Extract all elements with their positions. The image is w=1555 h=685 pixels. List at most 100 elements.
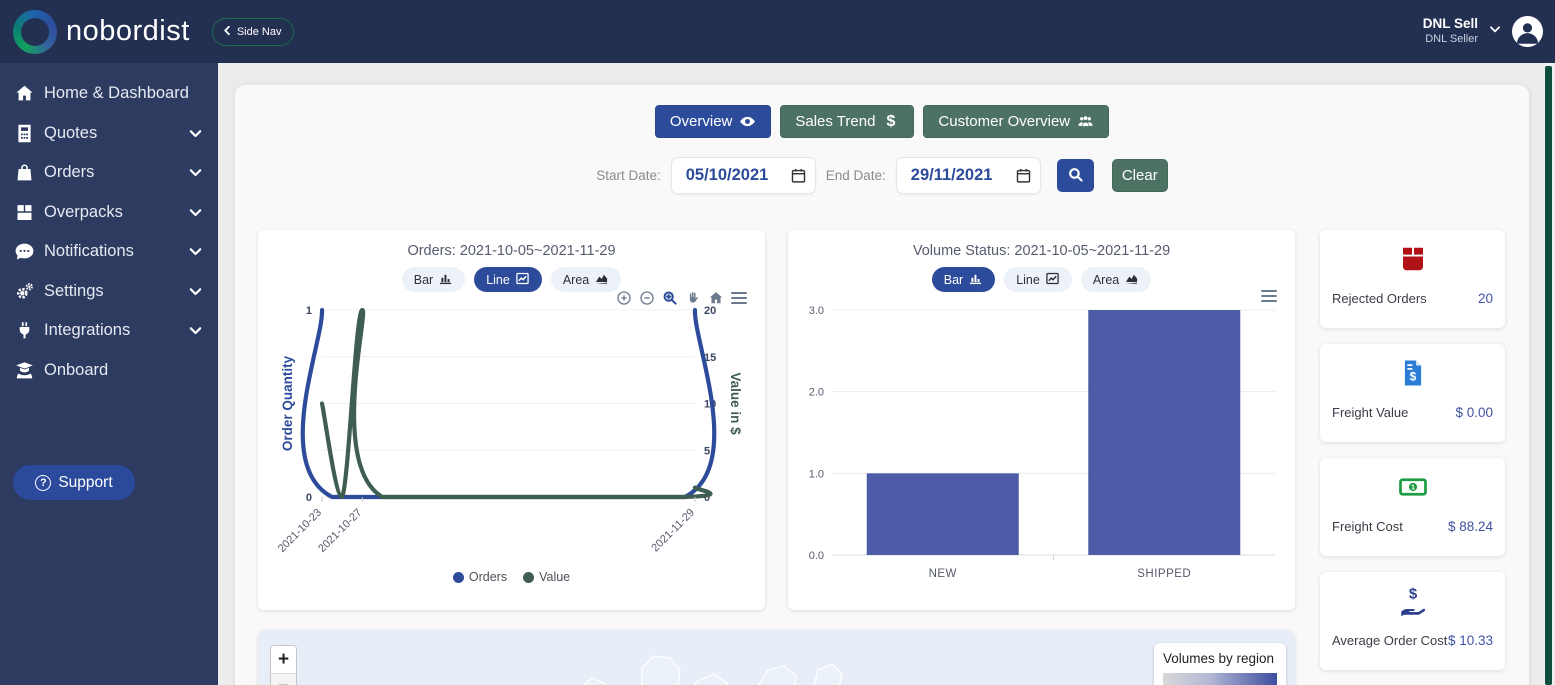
support-button[interactable]: ? Support: [13, 465, 135, 500]
line-mini-icon: [1045, 272, 1060, 288]
svg-text:20: 20: [704, 305, 716, 317]
end-date-input[interactable]: [910, 166, 1015, 185]
summary-card-label: Average Order Cost: [1332, 633, 1448, 648]
legend-dot: [523, 571, 535, 583]
area-mini-icon: [594, 272, 609, 288]
home-reset-icon[interactable]: [708, 290, 724, 306]
sidebar-item-label: Quotes: [44, 123, 98, 142]
svg-text:Order Quantity: Order Quantity: [280, 355, 295, 451]
selection-zoom-icon[interactable]: [662, 290, 678, 306]
search-button[interactable]: [1056, 159, 1094, 192]
gears-icon: [14, 281, 35, 302]
sidebar-item-quotes[interactable]: Quotes: [0, 114, 218, 154]
toggle-line[interactable]: Line: [474, 267, 542, 292]
volume-status-bar-chart: 3.0 2.0 1.0 0.0 NEW SHIPPED: [809, 305, 1275, 580]
map-zoom-in-button[interactable]: +: [271, 646, 296, 673]
user-graduate-icon: [14, 360, 35, 381]
volumes-map[interactable]: + − Volumes by region: [258, 630, 1295, 685]
sidebar-item-label: Onboard: [44, 360, 109, 379]
chevron-down-icon: [188, 126, 203, 141]
box-icon: [1320, 244, 1505, 274]
sidebar-item-integrations[interactable]: Integrations: [0, 311, 218, 351]
clear-button[interactable]: Clear: [1111, 159, 1168, 192]
sidebar-item-notifications[interactable]: Notifications: [0, 232, 218, 272]
svg-text:1: 1: [1411, 485, 1415, 492]
page-scrollbar-thumb[interactable]: [1545, 66, 1552, 685]
map-legend: Volumes by region: [1154, 643, 1286, 685]
sidebar-item-home-dashboard[interactable]: Home & Dashboard: [0, 74, 218, 114]
comment-dots-icon: [14, 241, 35, 262]
tab-overview[interactable]: Overview: [654, 105, 772, 138]
map-zoom-out-button[interactable]: −: [271, 673, 296, 685]
toggle-label: Bar: [413, 272, 434, 287]
chevron-down-icon: [188, 205, 203, 220]
tab-label: Customer Overview: [938, 113, 1071, 130]
summary-card-value: $ 88.24: [1447, 519, 1493, 534]
legend-item-orders[interactable]: Orders: [452, 570, 508, 584]
svg-text:NEW: NEW: [929, 568, 957, 580]
chevron-down-icon[interactable]: [1488, 22, 1502, 41]
toggle-bar[interactable]: Bar: [401, 267, 466, 292]
calendar-icon[interactable]: [1015, 167, 1032, 184]
toggle-label: Bar: [943, 272, 964, 287]
calculator-icon: [14, 123, 35, 144]
start-date-input[interactable]: [685, 166, 790, 185]
chart-menu-icon[interactable]: [731, 292, 747, 304]
sidebar-item-overpacks[interactable]: Overpacks: [0, 193, 218, 233]
bar-mini-icon: [968, 272, 983, 288]
hand-holding-dollar-icon: $: [1320, 586, 1505, 616]
toggle-area[interactable]: Area: [550, 267, 622, 292]
legend-label: Orders: [468, 570, 508, 584]
users-icon: [1077, 113, 1094, 130]
summary-card-value: 20: [1477, 291, 1493, 306]
sidebar-item-label: Settings: [44, 281, 104, 300]
chart-legend: Orders Value: [258, 570, 765, 584]
sidebar-item-label: Integrations: [44, 321, 131, 340]
calendar-icon[interactable]: [790, 167, 807, 184]
pan-hand-icon[interactable]: [685, 290, 701, 306]
svg-text:$: $: [1408, 586, 1417, 603]
sidebar-item-settings[interactable]: Settings: [0, 272, 218, 312]
side-nav-toggle-button[interactable]: Side Nav: [211, 17, 295, 46]
svg-text:1: 1: [306, 305, 312, 317]
legend-item-value[interactable]: Value: [523, 570, 570, 584]
zoom-out-icon[interactable]: [639, 290, 655, 306]
zoom-in-icon[interactable]: [616, 290, 632, 306]
chart-title: Orders: 2021-10-05~2021-11-29: [407, 243, 616, 259]
toggle-line[interactable]: Line: [1004, 267, 1072, 292]
bar-mini-icon: [438, 272, 453, 288]
shopping-bag-icon: [14, 162, 35, 183]
chevron-down-icon: [188, 165, 203, 180]
svg-text:SHIPPED: SHIPPED: [1137, 568, 1191, 580]
map-legend-title: Volumes by region: [1163, 651, 1275, 666]
toggle-area[interactable]: Area: [1080, 267, 1152, 292]
sidebar-item-onboard[interactable]: Onboard: [0, 351, 218, 391]
sidebar-item-orders[interactable]: Orders: [0, 153, 218, 193]
chart-type-toggles: Bar Line Area: [788, 267, 1295, 292]
chevron-left-icon: [222, 25, 233, 39]
start-date-label: Start Date:: [596, 168, 661, 183]
money-bill-icon: 1: [1320, 472, 1505, 502]
legend-dot: [452, 571, 464, 583]
chevron-down-icon: [188, 284, 203, 299]
toggle-bar[interactable]: Bar: [931, 267, 996, 292]
chart-menu-icon[interactable]: [1261, 290, 1277, 302]
sidebar-item-label: Notifications: [44, 242, 134, 261]
volume-status-chart-card: Volume Status: 2021-10-05~2021-11-29 Bar…: [788, 230, 1295, 610]
tab-customer-overview[interactable]: Customer Overview: [923, 105, 1110, 138]
user-avatar[interactable]: [1512, 16, 1543, 47]
eye-icon: [739, 113, 756, 130]
summary-card-average-order-cost: $ Average Order Cost $ 10.33: [1320, 572, 1505, 670]
svg-text:3.0: 3.0: [809, 305, 824, 317]
chevron-down-icon: [188, 244, 203, 259]
summary-cards: Rejected Orders 20 $ Freight Value $ 0.00 1 Fr…: [1320, 230, 1505, 670]
svg-text:$: $: [1409, 369, 1416, 383]
sidebar: Home & Dashboard Quotes Orders Overpacks Not…: [0, 63, 218, 685]
user-name: DNL Sell: [1422, 16, 1478, 32]
date-filter-bar: Start Date: End Date: Clear: [235, 157, 1529, 194]
chart-toolbar: [616, 290, 747, 306]
boxes-icon: [14, 202, 35, 223]
svg-text:0.0: 0.0: [809, 550, 824, 562]
tab-sales-trend[interactable]: Sales Trend $: [780, 105, 915, 138]
